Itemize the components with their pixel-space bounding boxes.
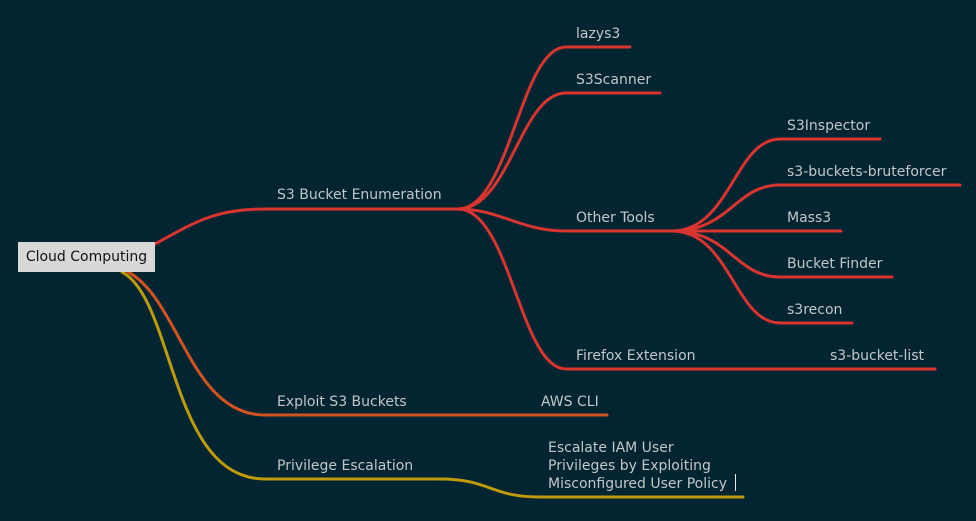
edge-other-s3inspector: [670, 137, 882, 233]
edge-enum-other-tools: [456, 207, 674, 233]
edge-enum-lazys3: [456, 45, 632, 211]
node-s3-buckets-bruteforcer[interactable]: s3-buckets-bruteforcer: [787, 164, 947, 180]
edge-root-exploit: [126, 270, 609, 417]
node-escalate-line-3[interactable]: Misconfigured User Policy: [548, 476, 727, 492]
node-s3inspector[interactable]: S3Inspector: [787, 118, 870, 134]
node-other-tools[interactable]: Other Tools: [576, 210, 655, 226]
node-s3-bucket-enumeration[interactable]: S3 Bucket Enumeration: [277, 187, 442, 203]
root-node-cloud-computing[interactable]: Cloud Computing: [18, 242, 155, 272]
edge-other-bruteforcer: [670, 183, 962, 233]
text-cursor: [735, 474, 736, 491]
edge-enum-firefox-extension: [456, 207, 937, 371]
edge-root-privesc: [120, 270, 745, 499]
edge-root-s3-enumeration: [153, 207, 460, 246]
node-escalate-line-1[interactable]: Escalate IAM User: [548, 440, 674, 456]
node-exploit-s3-buckets[interactable]: Exploit S3 Buckets: [277, 394, 407, 410]
edge-enum-s3scanner: [456, 91, 662, 211]
edge-other-bucket-finder: [670, 229, 894, 279]
node-s3scanner[interactable]: S3Scanner: [576, 72, 651, 88]
node-s3-bucket-list[interactable]: s3-bucket-list: [830, 348, 925, 364]
node-privilege-escalation[interactable]: Privilege Escalation: [277, 458, 413, 474]
node-s3recon[interactable]: s3recon: [787, 302, 842, 318]
node-escalate-line-2[interactable]: Privileges by Exploiting: [548, 458, 711, 474]
node-lazys3[interactable]: lazys3: [576, 26, 620, 42]
node-aws-cli[interactable]: AWS CLI: [541, 394, 599, 410]
node-bucket-finder[interactable]: Bucket Finder: [787, 256, 883, 272]
node-mass3[interactable]: Mass3: [787, 210, 831, 226]
edge-other-s3recon: [670, 229, 854, 325]
node-firefox-extension[interactable]: Firefox Extension: [576, 348, 696, 364]
